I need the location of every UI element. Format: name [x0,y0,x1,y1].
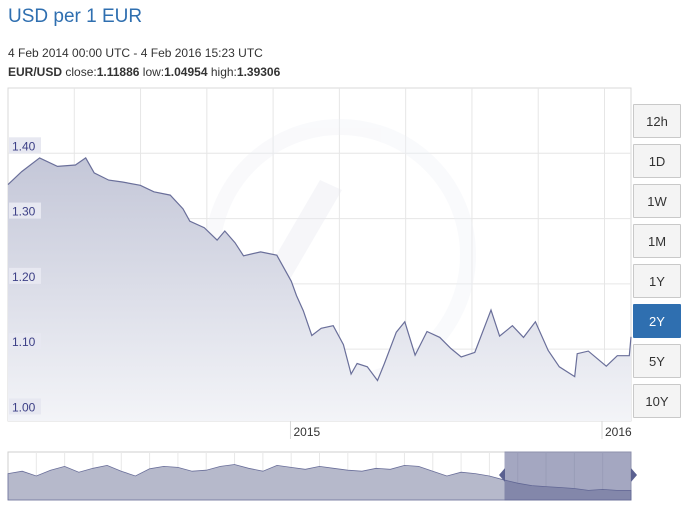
y-tick-bg [9,398,41,415]
pair-label: EUR/USD [8,65,63,79]
y-tick-label: 1.40 [12,139,36,153]
range-button-1m[interactable]: 1M [633,224,681,258]
chart-title: USD per 1 EUR [8,6,143,27]
range-button-2y[interactable]: 2Y [633,304,681,338]
y-tick-label: 1.20 [12,270,36,284]
y-tick-bg [9,267,41,284]
pair-stats: EUR/USD close:1.11886 low:1.04954 high:1… [8,65,280,79]
x-axis: 2015 2016 [289,421,632,439]
navigator[interactable] [7,451,637,501]
y-tick-label: 1.10 [12,335,36,349]
area-series [7,157,632,421]
x-tick-label: 2015 [293,425,320,439]
date-range: 4 Feb 2014 00:00 UTC - 4 Feb 2016 15:23 … [8,46,263,60]
series-line [7,157,632,382]
navigator-right-handle-icon[interactable] [631,468,637,482]
y-tick-bg [9,137,41,154]
series-area [8,157,631,421]
range-button-12h[interactable]: 12h [633,104,681,138]
range-button-1y[interactable]: 1Y [633,264,681,298]
y-tick-bg [9,202,41,219]
navigator-selection[interactable] [504,451,632,501]
y-tick-label: 1.30 [12,205,36,219]
y-tick-label: 1.00 [12,400,36,414]
low-label: low: [142,65,165,79]
high-value: 1.39306 [236,65,281,79]
navigator-left-handle-icon[interactable] [499,468,505,482]
high-label: high: [210,65,237,79]
range-button-1d[interactable]: 1D [633,144,681,178]
y-axis: 1.40 1.30 1.20 1.10 1.00 [9,137,41,415]
range-button-1w[interactable]: 1W [633,184,681,218]
close-value: 1.11886 [96,65,140,79]
close-label: close: [65,65,97,79]
low-value: 1.04954 [164,65,208,79]
range-button-5y[interactable]: 5Y [633,344,681,378]
range-button-10y[interactable]: 10Y [633,384,681,418]
x-tick-label: 2016 [605,425,632,439]
y-tick-bg [9,333,41,350]
